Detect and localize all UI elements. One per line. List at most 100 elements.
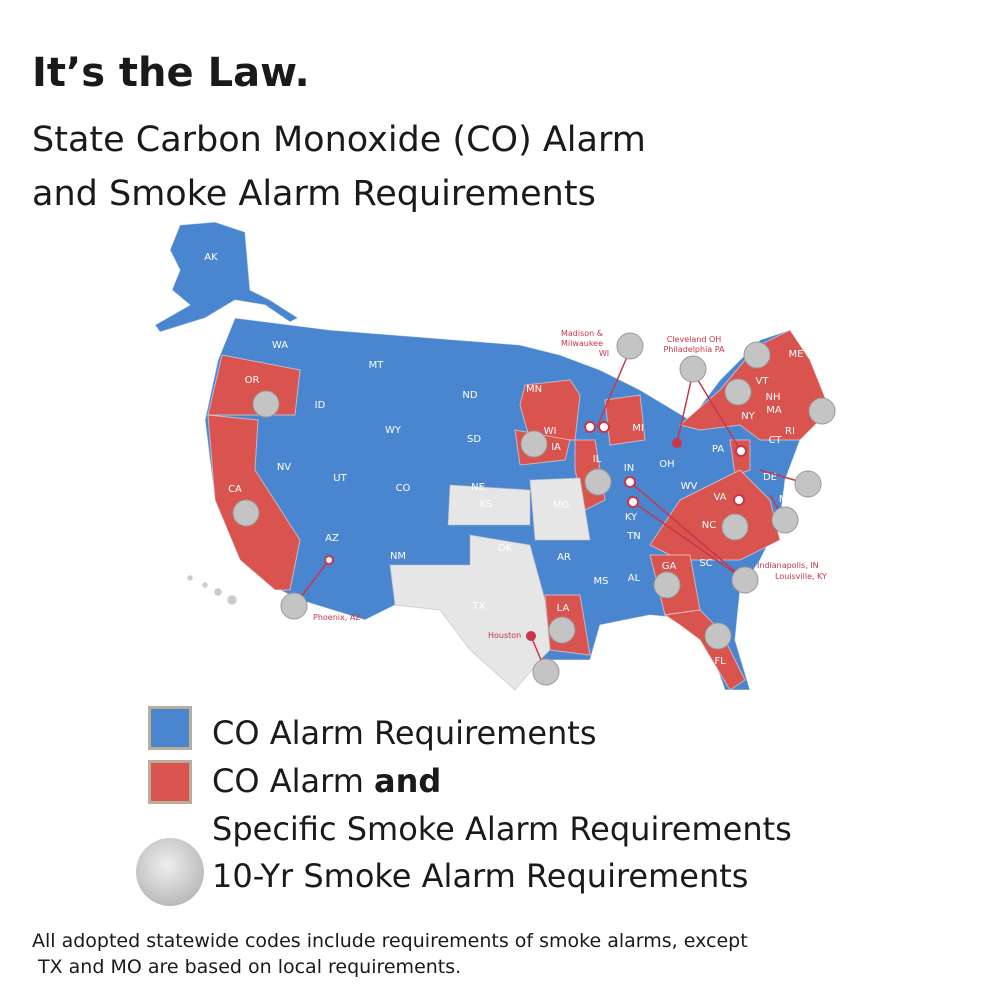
footnote-line: TX and MO are based on local requirement… bbox=[38, 956, 462, 978]
legend-text-bold: and bbox=[374, 762, 442, 800]
state-label-mi: MI bbox=[632, 423, 644, 434]
state-label-ri: RI bbox=[785, 426, 795, 437]
state-label-oh: OH bbox=[659, 459, 674, 470]
state-label-tn: TN bbox=[626, 531, 641, 542]
state-label-ga: GA bbox=[662, 561, 677, 572]
city-markers bbox=[324, 421, 747, 641]
callout-milwaukee: Milwaukee bbox=[561, 339, 603, 348]
state-label-nj: NJ bbox=[796, 454, 806, 465]
state-label-ok: OK bbox=[498, 543, 513, 554]
state-ks bbox=[447, 484, 531, 526]
subtitle-line: and Smoke Alarm Requirements bbox=[32, 174, 596, 214]
smoke-alarm-icon bbox=[616, 332, 644, 360]
callout-phoenix: Phoenix, AZ bbox=[313, 613, 361, 622]
state-label-ca: CA bbox=[228, 484, 242, 495]
state-label-md: MD bbox=[779, 494, 796, 505]
state-tx bbox=[389, 534, 551, 691]
callout-cleveland: Cleveland OH bbox=[667, 335, 722, 344]
state-label-wv: WV bbox=[681, 481, 698, 492]
state-label-de: DE bbox=[763, 472, 777, 483]
state-label-vt: VT bbox=[756, 376, 770, 387]
footnote: All adopted statewide codes include requ… bbox=[32, 928, 748, 980]
footnote-line: All adopted statewide codes include requ… bbox=[32, 930, 748, 952]
smoke-alarm-icon bbox=[794, 470, 822, 498]
legend-swatch-co bbox=[148, 706, 192, 750]
state-label-sd: SD bbox=[467, 434, 481, 445]
state-label-id: ID bbox=[315, 400, 326, 411]
smoke-alarm-icon bbox=[743, 341, 771, 369]
state-label-tx: TX bbox=[472, 601, 486, 612]
state-label-wy: WY bbox=[385, 425, 402, 436]
state-label-mo: MO bbox=[553, 500, 570, 511]
state-fl bbox=[663, 609, 746, 691]
legend-text: CO Alarm bbox=[212, 762, 375, 800]
smoke-alarm-icon bbox=[731, 566, 759, 594]
state-label-pa: PA bbox=[712, 444, 724, 455]
smoke-alarm-icon bbox=[584, 468, 612, 496]
smoke-alarm-icon bbox=[653, 571, 681, 599]
state-label-co: CO bbox=[396, 483, 411, 494]
legend-swatch-co-smoke bbox=[148, 760, 192, 804]
legend-co-smoke-line2: Specific Smoke Alarm Requirements bbox=[212, 810, 792, 848]
state-label-fl: FL bbox=[714, 656, 726, 667]
callout-louisville: Louisville, KY bbox=[775, 572, 827, 581]
state-label-la: LA bbox=[557, 603, 570, 614]
state-label-al: AL bbox=[628, 573, 641, 584]
page-title: It’s the Law. bbox=[32, 50, 310, 96]
state-label-ms: MS bbox=[594, 576, 609, 587]
state-label-me: ME bbox=[789, 349, 804, 360]
callout-wi: WI bbox=[599, 349, 609, 358]
callout-houston: Houston bbox=[488, 631, 521, 640]
state-label-ks: KS bbox=[480, 499, 493, 510]
state-label-wa: WA bbox=[272, 340, 288, 351]
state-va-nc bbox=[649, 469, 781, 561]
state-label-nv: NV bbox=[277, 462, 291, 473]
state-label-ky: KY bbox=[625, 512, 638, 523]
smoke-alarm-icon bbox=[232, 499, 260, 527]
state-label-ia: IA bbox=[551, 442, 561, 453]
smoke-alarm-icon bbox=[704, 622, 732, 650]
state-label-ak: AK bbox=[204, 252, 218, 263]
state-label-nm: NM bbox=[390, 551, 406, 562]
state-label-az: AZ bbox=[325, 533, 339, 544]
smoke-alarm-icon bbox=[280, 592, 308, 620]
state-label-or: OR bbox=[245, 375, 260, 386]
callout-indianapolis: Indianapolis, IN bbox=[757, 561, 819, 570]
state-label-mn: MN bbox=[526, 384, 542, 395]
smoke-alarm-icon bbox=[252, 390, 280, 418]
callout-philadelphia: Philadelphia PA bbox=[663, 345, 725, 354]
state-label-mt: MT bbox=[369, 360, 385, 371]
callout-madison: Madison & bbox=[561, 329, 603, 338]
smoke-alarm-icon bbox=[136, 838, 204, 906]
legend-co-smoke: CO Alarm and bbox=[212, 762, 441, 800]
hawaii bbox=[186, 574, 238, 606]
state-label-nd: ND bbox=[462, 390, 477, 401]
page-subtitle: State Carbon Monoxide (CO) Alarm and Smok… bbox=[32, 113, 646, 221]
state-label-ny: NY bbox=[741, 411, 755, 422]
state-label-va: VA bbox=[713, 492, 726, 503]
smoke-alarm-icon bbox=[721, 513, 749, 541]
state-label-ne: NE bbox=[471, 482, 485, 493]
state-mi bbox=[604, 394, 646, 446]
state-label-ct: CT bbox=[768, 435, 782, 446]
smoke-alarm-icon bbox=[548, 616, 576, 644]
alaska bbox=[154, 221, 300, 333]
state-label-wi: WI bbox=[544, 426, 557, 437]
state-label-il: IL bbox=[593, 454, 602, 465]
state-label-sc: SC bbox=[699, 558, 712, 569]
state-label-ma: MA bbox=[766, 405, 782, 416]
state-label-ar: AR bbox=[557, 552, 571, 563]
smoke-alarm-icon bbox=[771, 506, 799, 534]
state-label-nc: NC bbox=[702, 520, 716, 531]
smoke-alarm-icon bbox=[520, 430, 548, 458]
subtitle-line: State Carbon Monoxide (CO) Alarm bbox=[32, 120, 646, 160]
state-label-hi: HI bbox=[226, 575, 236, 586]
legend-co: CO Alarm Requirements bbox=[212, 714, 597, 752]
state-label-nh: NH bbox=[766, 392, 781, 403]
state-label-in: IN bbox=[624, 463, 634, 474]
state-mo bbox=[529, 477, 591, 541]
smoke-alarm-icon bbox=[679, 355, 707, 383]
smoke-alarm-icon bbox=[808, 397, 836, 425]
state-label-ut: UT bbox=[333, 473, 347, 484]
